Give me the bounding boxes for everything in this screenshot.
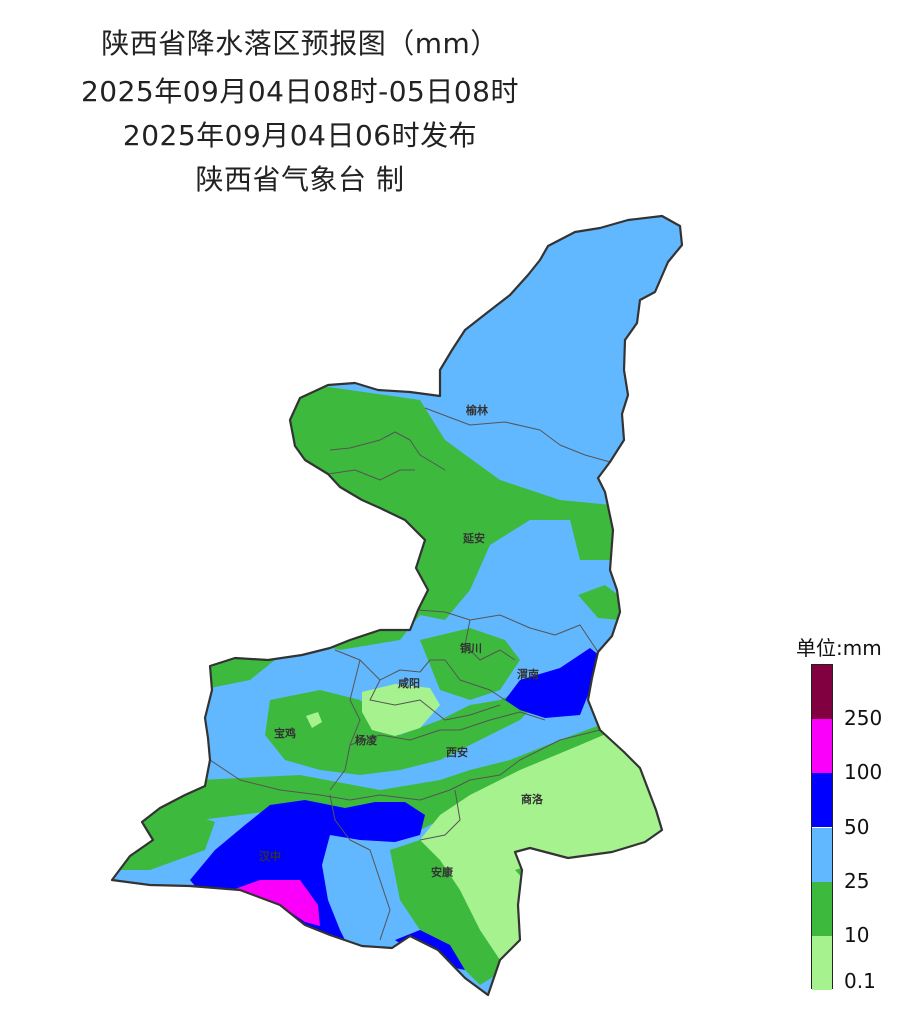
legend-tick-label: 50 [844, 814, 870, 839]
legend-swatch [812, 665, 832, 720]
issuing-agency: 陕西省气象台 制 [195, 163, 405, 196]
prefecture-boundaries [209, 407, 611, 941]
city-label-yangling: 杨凌 [355, 733, 378, 747]
issue-time: 2025年09月04日06时发布 [122, 119, 478, 152]
rain-10-25-south-band [140, 725, 620, 830]
legend-swatch [812, 719, 832, 774]
legend-tick-label: 25 [844, 868, 870, 893]
city-labels: 榆林 延安 铜川 渭南 咸阳 宝鸡 杨凌 西安 商洛 汉中 安康 [259, 403, 544, 879]
city-label-shangluo: 商洛 [521, 792, 544, 806]
city-label-yanan: 延安 [462, 531, 485, 545]
rain-10-25-ankang [390, 840, 520, 985]
city-label-tongchuan: 铜川 [459, 641, 482, 655]
city-label-hanzhong: 汉中 [259, 849, 281, 863]
rain-50-100-hanzhong [190, 800, 425, 950]
legend-tick-label: 0.1 [844, 969, 876, 993]
legend-swatch [812, 827, 832, 882]
city-label-yulin: 榆林 [466, 403, 488, 417]
rain-10-25-east-patch [578, 585, 625, 620]
city-label-ankang: 安康 [431, 865, 454, 879]
rain-10-25-baoji [265, 690, 540, 775]
city-label-xian: 西安 [446, 745, 468, 759]
legend-tick-label: 10 [844, 922, 870, 947]
rain-50-100-weinan [505, 648, 605, 718]
legend-swatch [812, 935, 832, 990]
legend-swatch [812, 881, 832, 936]
legend-title: 单位:mm [796, 636, 882, 660]
city-label-xianyang: 咸阳 [398, 676, 420, 690]
precipitation-fill [112, 216, 682, 995]
legend-tick-label: 250 [844, 706, 883, 731]
map-title: 陕西省降水落区预报图（mm） [101, 27, 499, 60]
map-title-block: 陕西省降水落区预报图（mm） 2025年09月04日08时-05日08时 202… [40, 22, 560, 202]
rain-0-10-xianyang [362, 684, 440, 736]
legend-color-bar [811, 664, 833, 990]
rain-0-10-baoji-dot [306, 712, 322, 728]
legend-swatch [812, 773, 832, 828]
city-label-baoji: 宝鸡 [274, 726, 296, 740]
rain-0-10-south-east [420, 728, 670, 960]
forecast-period: 2025年09月04日08时-05日08时 [80, 75, 519, 108]
legend-tick-label: 100 [844, 760, 883, 785]
province-outline [110, 214, 684, 997]
city-label-weinan: 渭南 [517, 667, 539, 681]
rain-10-25-center [420, 628, 520, 700]
